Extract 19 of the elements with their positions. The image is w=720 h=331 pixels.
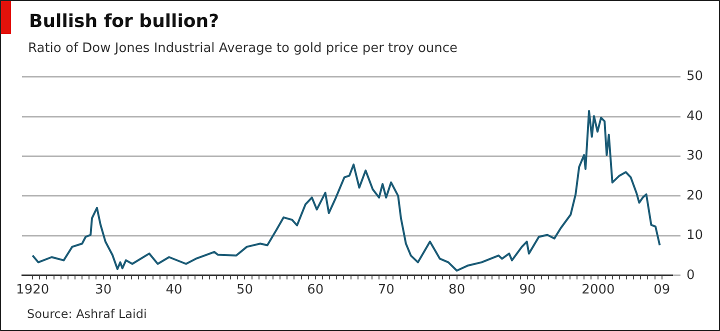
- x-tick-label: 90: [519, 282, 536, 298]
- x-tick-label: 50: [236, 282, 253, 298]
- y-tick-label: 50: [686, 69, 704, 84]
- y-tick-label: 0: [686, 268, 695, 283]
- y-tick-label: 40: [686, 108, 704, 124]
- x-tick-label: 1920: [16, 282, 50, 298]
- chart-subtitle: Ratio of Dow Jones Industrial Average to gold price per troy ounce: [28, 41, 458, 56]
- x-tick-label: 70: [378, 282, 394, 298]
- x-tick-label: 80: [448, 282, 466, 298]
- x-tick-label: 09: [654, 282, 670, 298]
- x-tick-label: 40: [166, 282, 182, 298]
- chart-title: Bullish for bullion?: [29, 11, 220, 32]
- y-tick-label: 30: [686, 148, 704, 164]
- x-tick-label: 60: [307, 282, 324, 298]
- y-tick-label: 20: [686, 188, 704, 204]
- source-note: Source: Ashraf Laidi: [27, 307, 147, 321]
- x-tick-label: 2000: [582, 282, 615, 298]
- x-tick-label: 30: [95, 282, 112, 298]
- y-tick-label: 10: [686, 228, 704, 244]
